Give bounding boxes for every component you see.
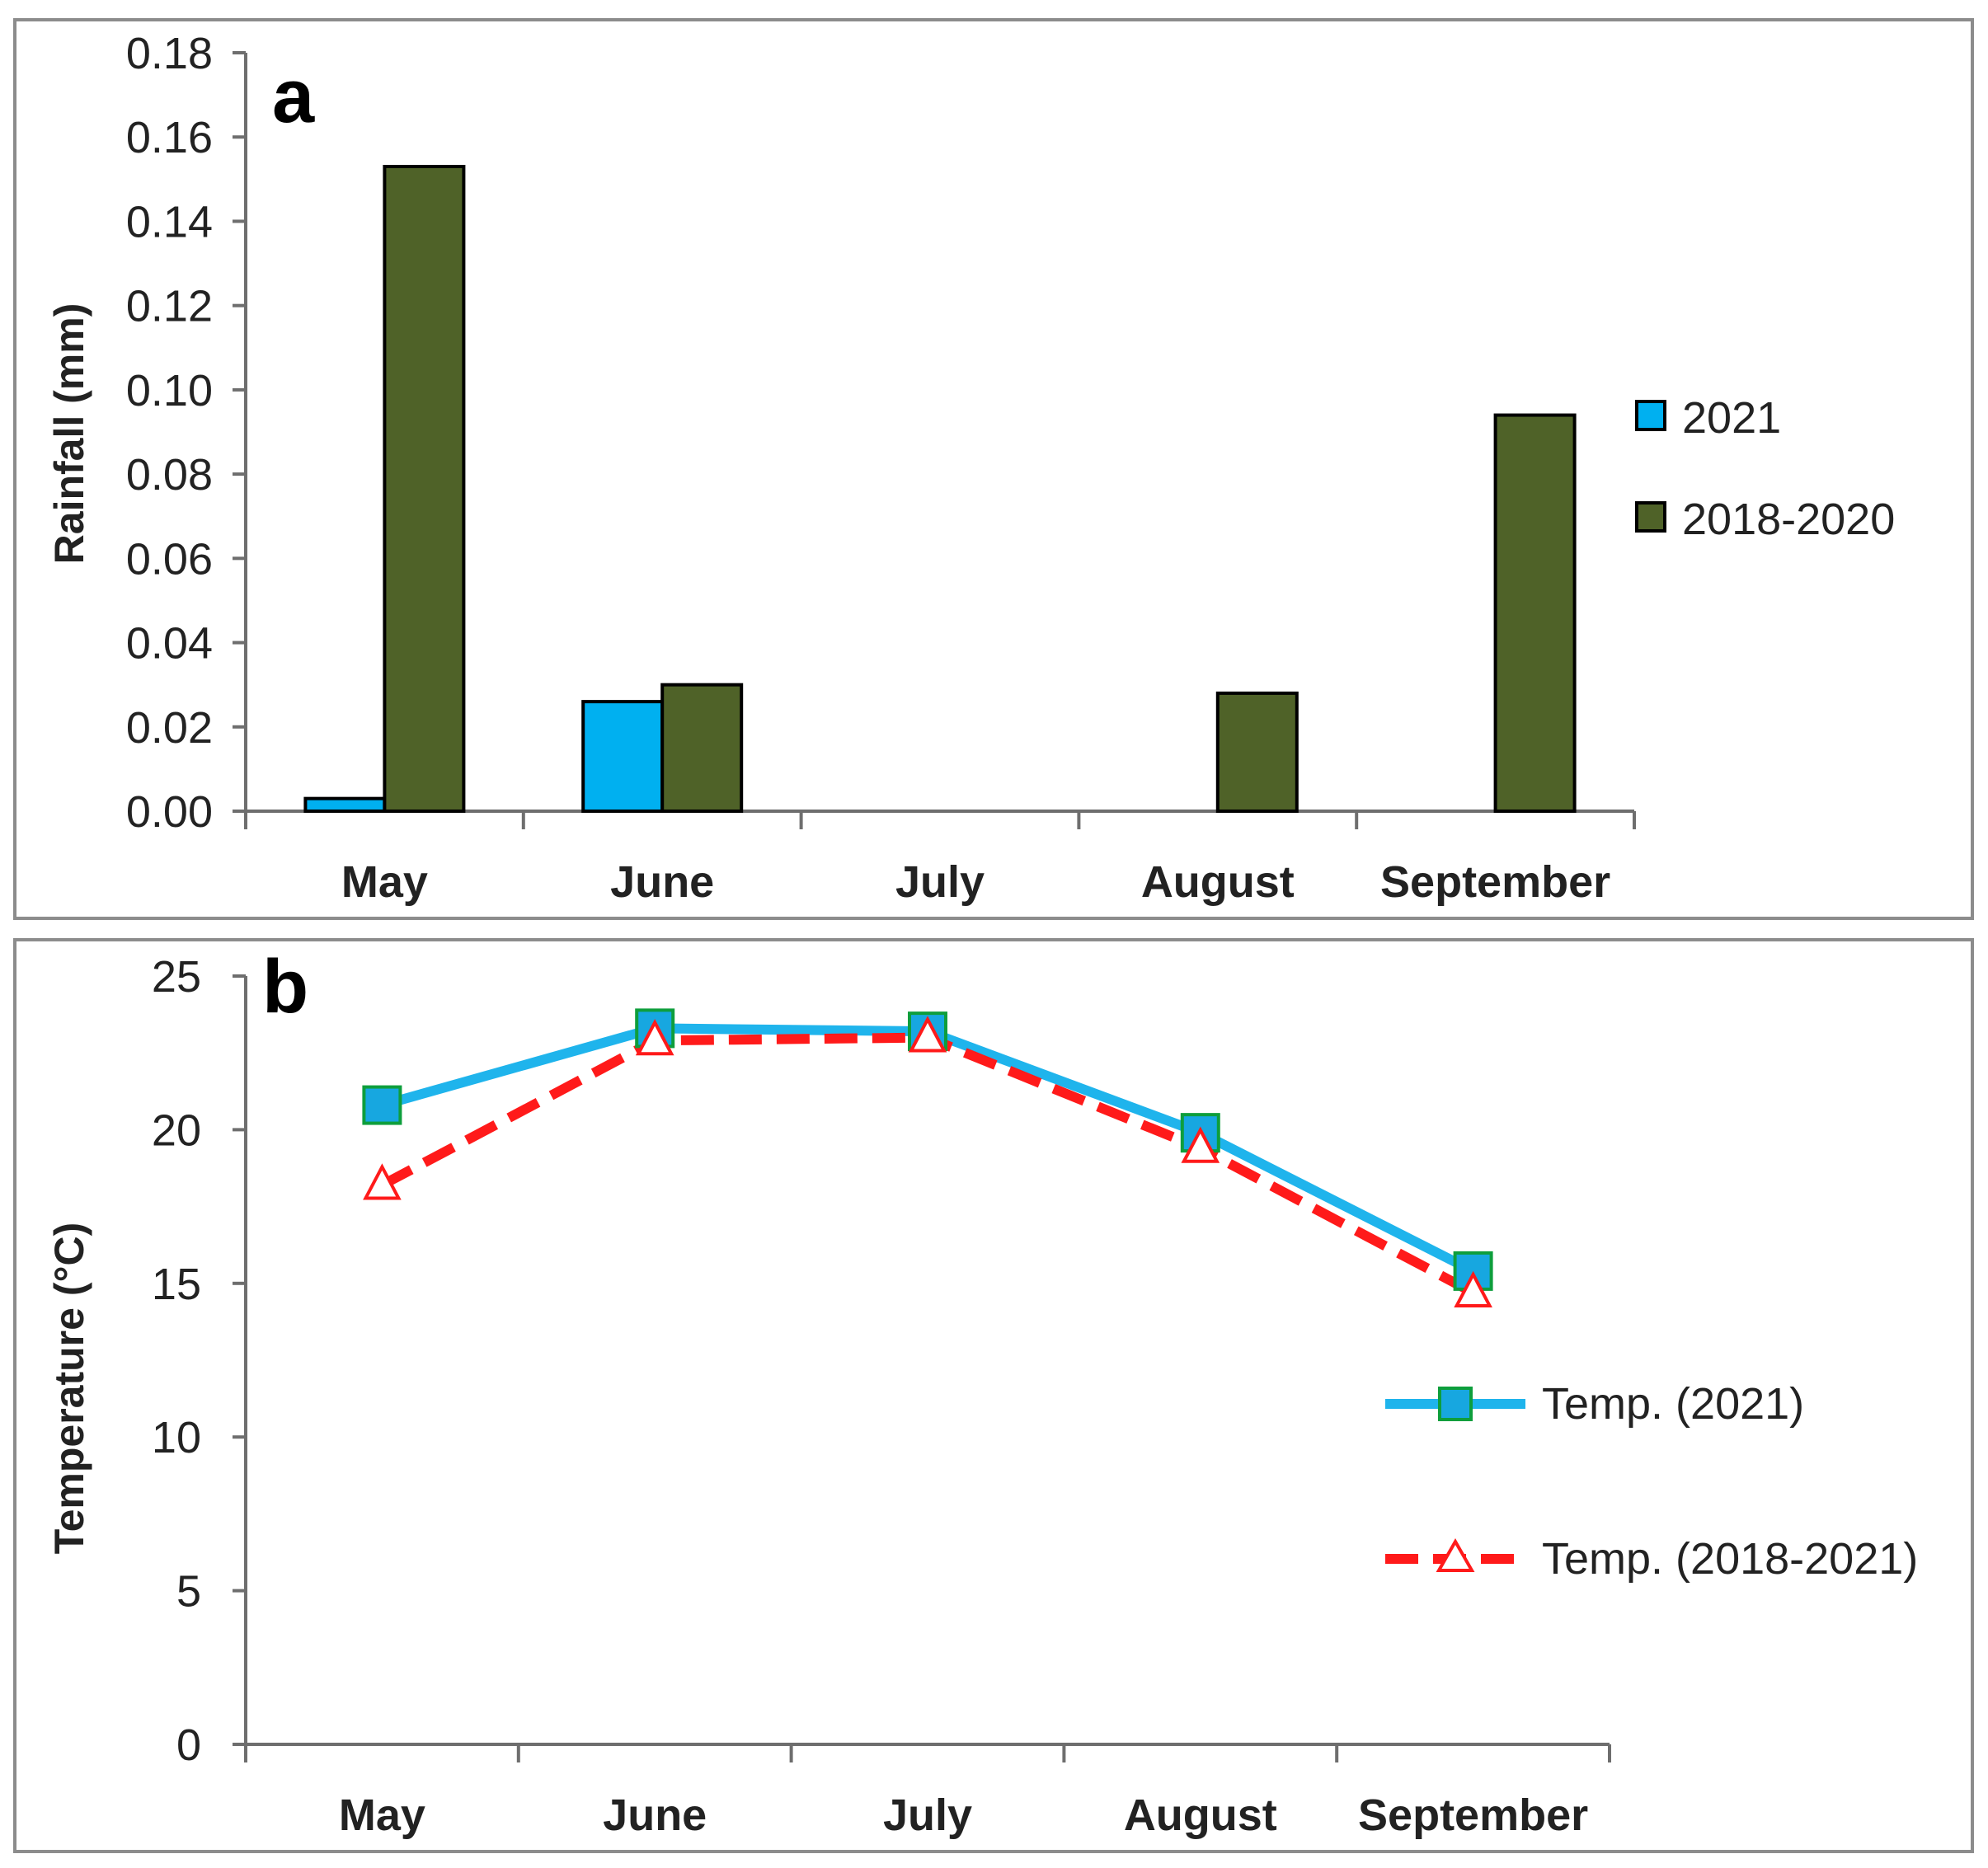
panel-a-category-label: July xyxy=(895,857,985,907)
panel-a-y-tick-label: 0.14 xyxy=(126,197,213,246)
bar-2021-june xyxy=(581,700,665,813)
panel-b-label: b xyxy=(262,945,308,1029)
legend-marker-temp-2021 xyxy=(1438,1387,1473,1421)
legend-swatch-2018-2020 xyxy=(1635,501,1666,533)
legend-swatch-2021 xyxy=(1635,400,1666,431)
panel-b-category-label: May xyxy=(339,1791,425,1840)
bar-2018-2020-may xyxy=(383,165,466,813)
panel-b-y-tick-labels: 0 5 10 15 20 25 xyxy=(152,952,201,1770)
panel-b-y-tick-label: 0 xyxy=(176,1720,201,1770)
bar-2018-2020-june xyxy=(660,683,744,814)
panel-a-y-tick-label: 0.18 xyxy=(126,29,213,78)
panel-a-label: a xyxy=(272,54,315,138)
panel-b-y-tick-label: 10 xyxy=(152,1413,201,1462)
panel-b-category-label: July xyxy=(883,1791,972,1840)
bar-2021-may xyxy=(303,796,387,814)
point-temp-2018-2021-july xyxy=(908,1016,947,1053)
panel-a-frame xyxy=(13,18,1974,920)
panel-b-category-label: September xyxy=(1358,1791,1588,1840)
panel-a-category-labels: May June July August September xyxy=(341,857,1610,907)
panel-b-y-axis-title: Temperature (°C) xyxy=(46,1223,92,1554)
panel-a-y-tick-label: 0.16 xyxy=(126,113,213,162)
panel-b-axes xyxy=(233,974,1611,1762)
legend-label-temp-2018-2021: Temp. (2018-2021) xyxy=(1542,1534,1918,1584)
panel-a-category-label: September xyxy=(1380,857,1610,907)
panel-a-y-axis-title: Rainfall (mm) xyxy=(46,303,92,565)
legend-label-2018-2020: 2018-2020 xyxy=(1682,495,1895,544)
panel-b-series xyxy=(362,1008,1493,1307)
point-temp-2018-2021-june xyxy=(635,1018,674,1056)
panel-b-category-labels: May June July August September xyxy=(339,1791,1588,1840)
point-temp-2018-2021-september xyxy=(1454,1270,1492,1307)
legend-label-temp-2021: Temp. (2021) xyxy=(1542,1379,1804,1429)
panel-b: b Temperature (°C) 0 5 10 15 20 25 May June Jul… xyxy=(13,938,1974,1853)
panel-a-y-tick-label: 0.10 xyxy=(126,366,213,415)
panel-b-y-tick-label: 5 xyxy=(176,1567,201,1617)
panel-a-category-label: August xyxy=(1141,857,1295,907)
panel-b-category-label: August xyxy=(1124,1791,1277,1840)
panel-b-y-tick-label: 20 xyxy=(152,1105,201,1155)
panel-b-category-label: June xyxy=(603,1791,707,1840)
panel-a-y-tick-label: 0.02 xyxy=(126,703,213,753)
panel-a-bars xyxy=(303,165,1577,814)
panel-a-y-tick-label: 0.12 xyxy=(126,282,213,331)
panel-b-y-tick-label: 25 xyxy=(152,952,201,1002)
legend-marker-temp-2018-2021 xyxy=(1436,1537,1475,1572)
panel-b-y-tick-label: 15 xyxy=(152,1260,201,1309)
bar-2018-2020-august xyxy=(1215,691,1299,814)
point-temp-2018-2021-august xyxy=(1181,1126,1220,1163)
panel-a-y-tick-label: 0.00 xyxy=(126,787,213,837)
bar-2018-2020-september xyxy=(1493,413,1577,813)
panel-b-legend: Temp. (2021) Temp. (2018-2021) xyxy=(1385,1379,1918,1584)
panel-a-category-label: May xyxy=(341,857,428,907)
panel-b-frame xyxy=(13,938,1974,1853)
point-temp-2018-2021-may xyxy=(363,1163,402,1200)
panel-a-y-tick-label: 0.08 xyxy=(126,450,213,500)
panel-a-category-label: June xyxy=(610,857,714,907)
panel-a-y-tick-label: 0.06 xyxy=(126,534,213,584)
panel-a-y-tick-labels: 0.00 0.02 0.04 0.06 0.08 0.10 0.12 0.14 0.16 0.18 xyxy=(126,29,213,837)
point-temp-2021-may xyxy=(362,1085,402,1125)
legend-label-2021: 2021 xyxy=(1682,393,1781,443)
panel-a-y-tick-label: 0.04 xyxy=(126,619,213,669)
panel-a: a Rainfall (mm) 0.00 0.02 0.04 0.06 0.08 0.10… xyxy=(13,18,1974,920)
panel-a-axes xyxy=(233,51,1636,829)
panel-a-legend: 2021 2018-2020 xyxy=(1635,393,1895,544)
